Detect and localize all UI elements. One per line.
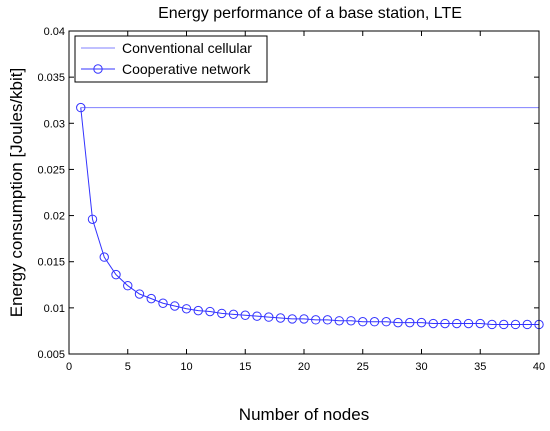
legend-marker-cooperative [93,64,103,74]
data-point [440,318,450,329]
x-tick-label: 5 [125,361,131,373]
x-tick-label: 25 [357,361,369,373]
y-axis-label: Energy consumption [Joules/kbit] [7,68,26,317]
data-point [123,281,133,291]
x-tick-label: 10 [180,361,192,373]
x-tick-label: 15 [239,361,251,373]
data-point [334,316,344,326]
x-axis-label: Number of nodes [239,405,369,424]
legend-box [74,35,268,83]
data-point [499,319,509,330]
data-point [369,317,380,327]
data-point [217,308,227,319]
data-point [475,318,485,329]
data-point [522,319,532,330]
data-point [405,317,415,328]
x-tick-label: 40 [533,361,545,373]
data-point [299,314,309,324]
y-tick-label: 0.03 [44,118,65,130]
y-tick-label: 0.005 [37,349,65,361]
data-point [170,301,180,311]
data-point [264,312,274,322]
data-point [240,310,250,320]
data-point [146,293,156,304]
data-point [275,313,286,323]
data-point [381,317,391,327]
ticks-layer: 0 5 10 15 20 25 30 35 40 0.005 0.01 0.015 0.02 0.025 0… [37,26,545,373]
chart-title: Energy performance of a base station, LT… [158,5,462,22]
x-tick-label: 0 [66,361,72,373]
x-tick-label: 20 [298,361,310,373]
data-point [322,315,333,325]
data-point [393,317,403,328]
legend-label-conventional: Conventional cellular [122,40,252,56]
y-tick-label: 0.015 [37,257,65,269]
y-tick-label: 0.04 [44,26,65,38]
y-tick-label: 0.01 [44,303,65,315]
y-tick-label: 0.025 [37,164,65,176]
data-point [287,314,297,324]
data-point [205,306,215,317]
data-point [158,298,168,308]
data-point [228,309,239,320]
legend-label-cooperative: Cooperative network [122,61,251,77]
data-point [134,289,145,299]
data-point [99,252,109,262]
legend: Conventional cellular Cooperative networ… [74,35,268,83]
y-tick-label: 0.02 [44,211,65,223]
x-tick-label: 35 [474,361,486,373]
data-point [452,318,462,329]
series-line-1 [80,107,539,325]
data-point [311,315,321,325]
data-point [111,269,121,280]
plot-frame [68,30,540,355]
data-point [346,316,356,326]
data-point [416,317,427,328]
data-point [193,305,203,316]
data-point [428,318,438,329]
data-point [76,102,86,113]
data-point [463,318,474,329]
data-point [87,214,98,224]
data-point [181,304,192,314]
data-point [487,319,497,330]
y-tick-label: 0.035 [37,72,65,84]
data-point [358,317,368,327]
data-point [252,311,262,321]
data-point [510,319,521,330]
x-tick-label: 30 [415,361,427,373]
